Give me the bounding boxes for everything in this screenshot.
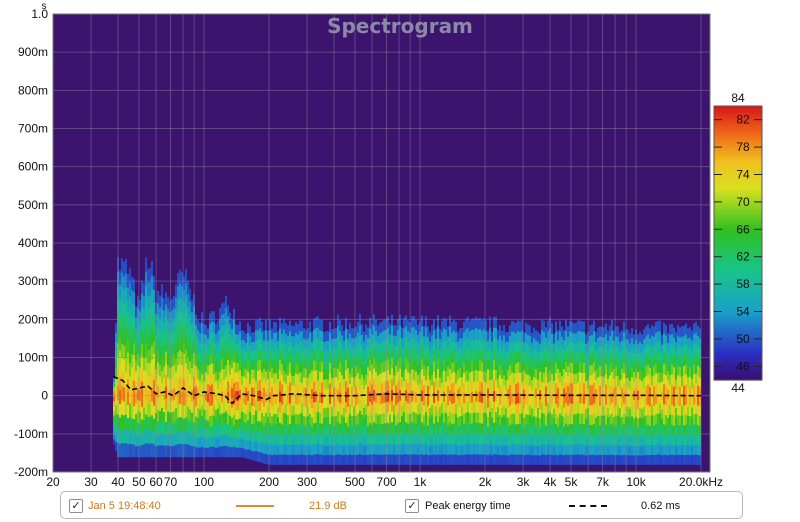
x-tick-label: 40 <box>111 475 125 489</box>
measurement-line-swatch <box>236 505 274 507</box>
x-tick-label: 3k <box>517 475 531 489</box>
color-scale: 84 82 78 74 70 66 62 58 54 50 46 44 <box>713 91 763 395</box>
y-tick-labels: 1.0 900m 800m 700m 600m 500m 400m 300m 200m 100m 0… <box>14 7 48 479</box>
y-tick-label: 800m <box>18 83 48 97</box>
y-tick-label: 500m <box>18 198 48 212</box>
color-scale-tick-label: 44 <box>731 381 745 395</box>
y-tick-label: 900m <box>18 45 48 59</box>
x-tick-label: 4k <box>544 475 558 489</box>
color-scale-tick-label: 84 <box>731 91 745 105</box>
color-scale-tick-label: 66 <box>736 222 750 236</box>
peak-energy-curve <box>112 375 702 405</box>
plot-frame <box>52 13 711 473</box>
x-tick-label: 60 <box>149 475 163 489</box>
color-scale-tick-label: 78 <box>736 140 750 154</box>
measurement-label: Jan 5 19:48:40 <box>88 500 161 512</box>
x-tick-label: 200 <box>259 475 279 489</box>
y-tick-label: -200m <box>14 465 48 479</box>
x-tick-label: 70 <box>164 475 178 489</box>
peak-energy-line-swatch <box>569 505 607 507</box>
color-scale-tick-label: 74 <box>736 168 750 182</box>
color-scale-tick-label: 58 <box>736 277 750 291</box>
y-tick-label: 200m <box>18 312 48 326</box>
legend-bar: ✓ Jan 5 19:48:40 21.9 dB ✓ Peak energy t… <box>60 491 743 519</box>
peak-energy-label: Peak energy time <box>425 500 511 512</box>
y-tick-label: 700m <box>18 122 48 136</box>
x-tick-labels: 20 30 40 50 60 70 100 200 300 500 700 1k 2k 3k 4k 5k 7k 1… <box>46 475 723 489</box>
x-tick-label: 30 <box>84 475 98 489</box>
y-tick-label: 1.0 <box>31 7 48 21</box>
peak-energy-line <box>112 375 702 405</box>
x-tick-label: 20.0kHz <box>679 475 723 489</box>
x-tick-label: 2k <box>479 475 493 489</box>
measurement-value: 21.9 dB <box>309 500 347 512</box>
y-tick-label: 400m <box>18 236 48 250</box>
color-scale-tick-label: 50 <box>736 332 750 346</box>
x-tick-label: 10k <box>626 475 646 489</box>
x-tick-label: 100 <box>194 475 214 489</box>
peak-energy-checkbox[interactable]: ✓ <box>405 499 419 513</box>
chart-title: Spectrogram <box>327 14 473 38</box>
x-tick-label: 700 <box>377 475 397 489</box>
heatmap-layer <box>113 257 701 465</box>
x-tick-label: 20 <box>46 475 60 489</box>
y-tick-label: 300m <box>18 274 48 288</box>
x-tick-label: 300 <box>297 475 317 489</box>
color-scale-tick-label: 62 <box>736 250 750 264</box>
y-tick-label: 100m <box>18 351 48 365</box>
x-tick-label: 500 <box>345 475 365 489</box>
x-tick-label: 5k <box>565 475 579 489</box>
measurement-checkbox[interactable]: ✓ <box>69 499 83 513</box>
x-tick-label: 50 <box>132 475 146 489</box>
x-tick-label: 7k <box>596 475 610 489</box>
x-tick-label: 1k <box>414 475 428 489</box>
spectrogram-chart: Spectrogram s 1.0900m800m700m600m500m400… <box>14 1 763 489</box>
y-tick-label: -100m <box>14 427 48 441</box>
y-axis-unit: s <box>42 1 47 12</box>
color-scale-tick-label: 46 <box>736 359 750 373</box>
grid-lines <box>53 14 710 472</box>
peak-energy-value: 0.62 ms <box>641 500 681 512</box>
color-scale-tick-label: 70 <box>736 195 750 209</box>
y-tick-label: 600m <box>18 160 48 174</box>
y-tick-label: 0 <box>41 389 48 403</box>
color-scale-tick-label: 82 <box>736 113 750 127</box>
color-scale-tick-label: 54 <box>736 305 750 319</box>
